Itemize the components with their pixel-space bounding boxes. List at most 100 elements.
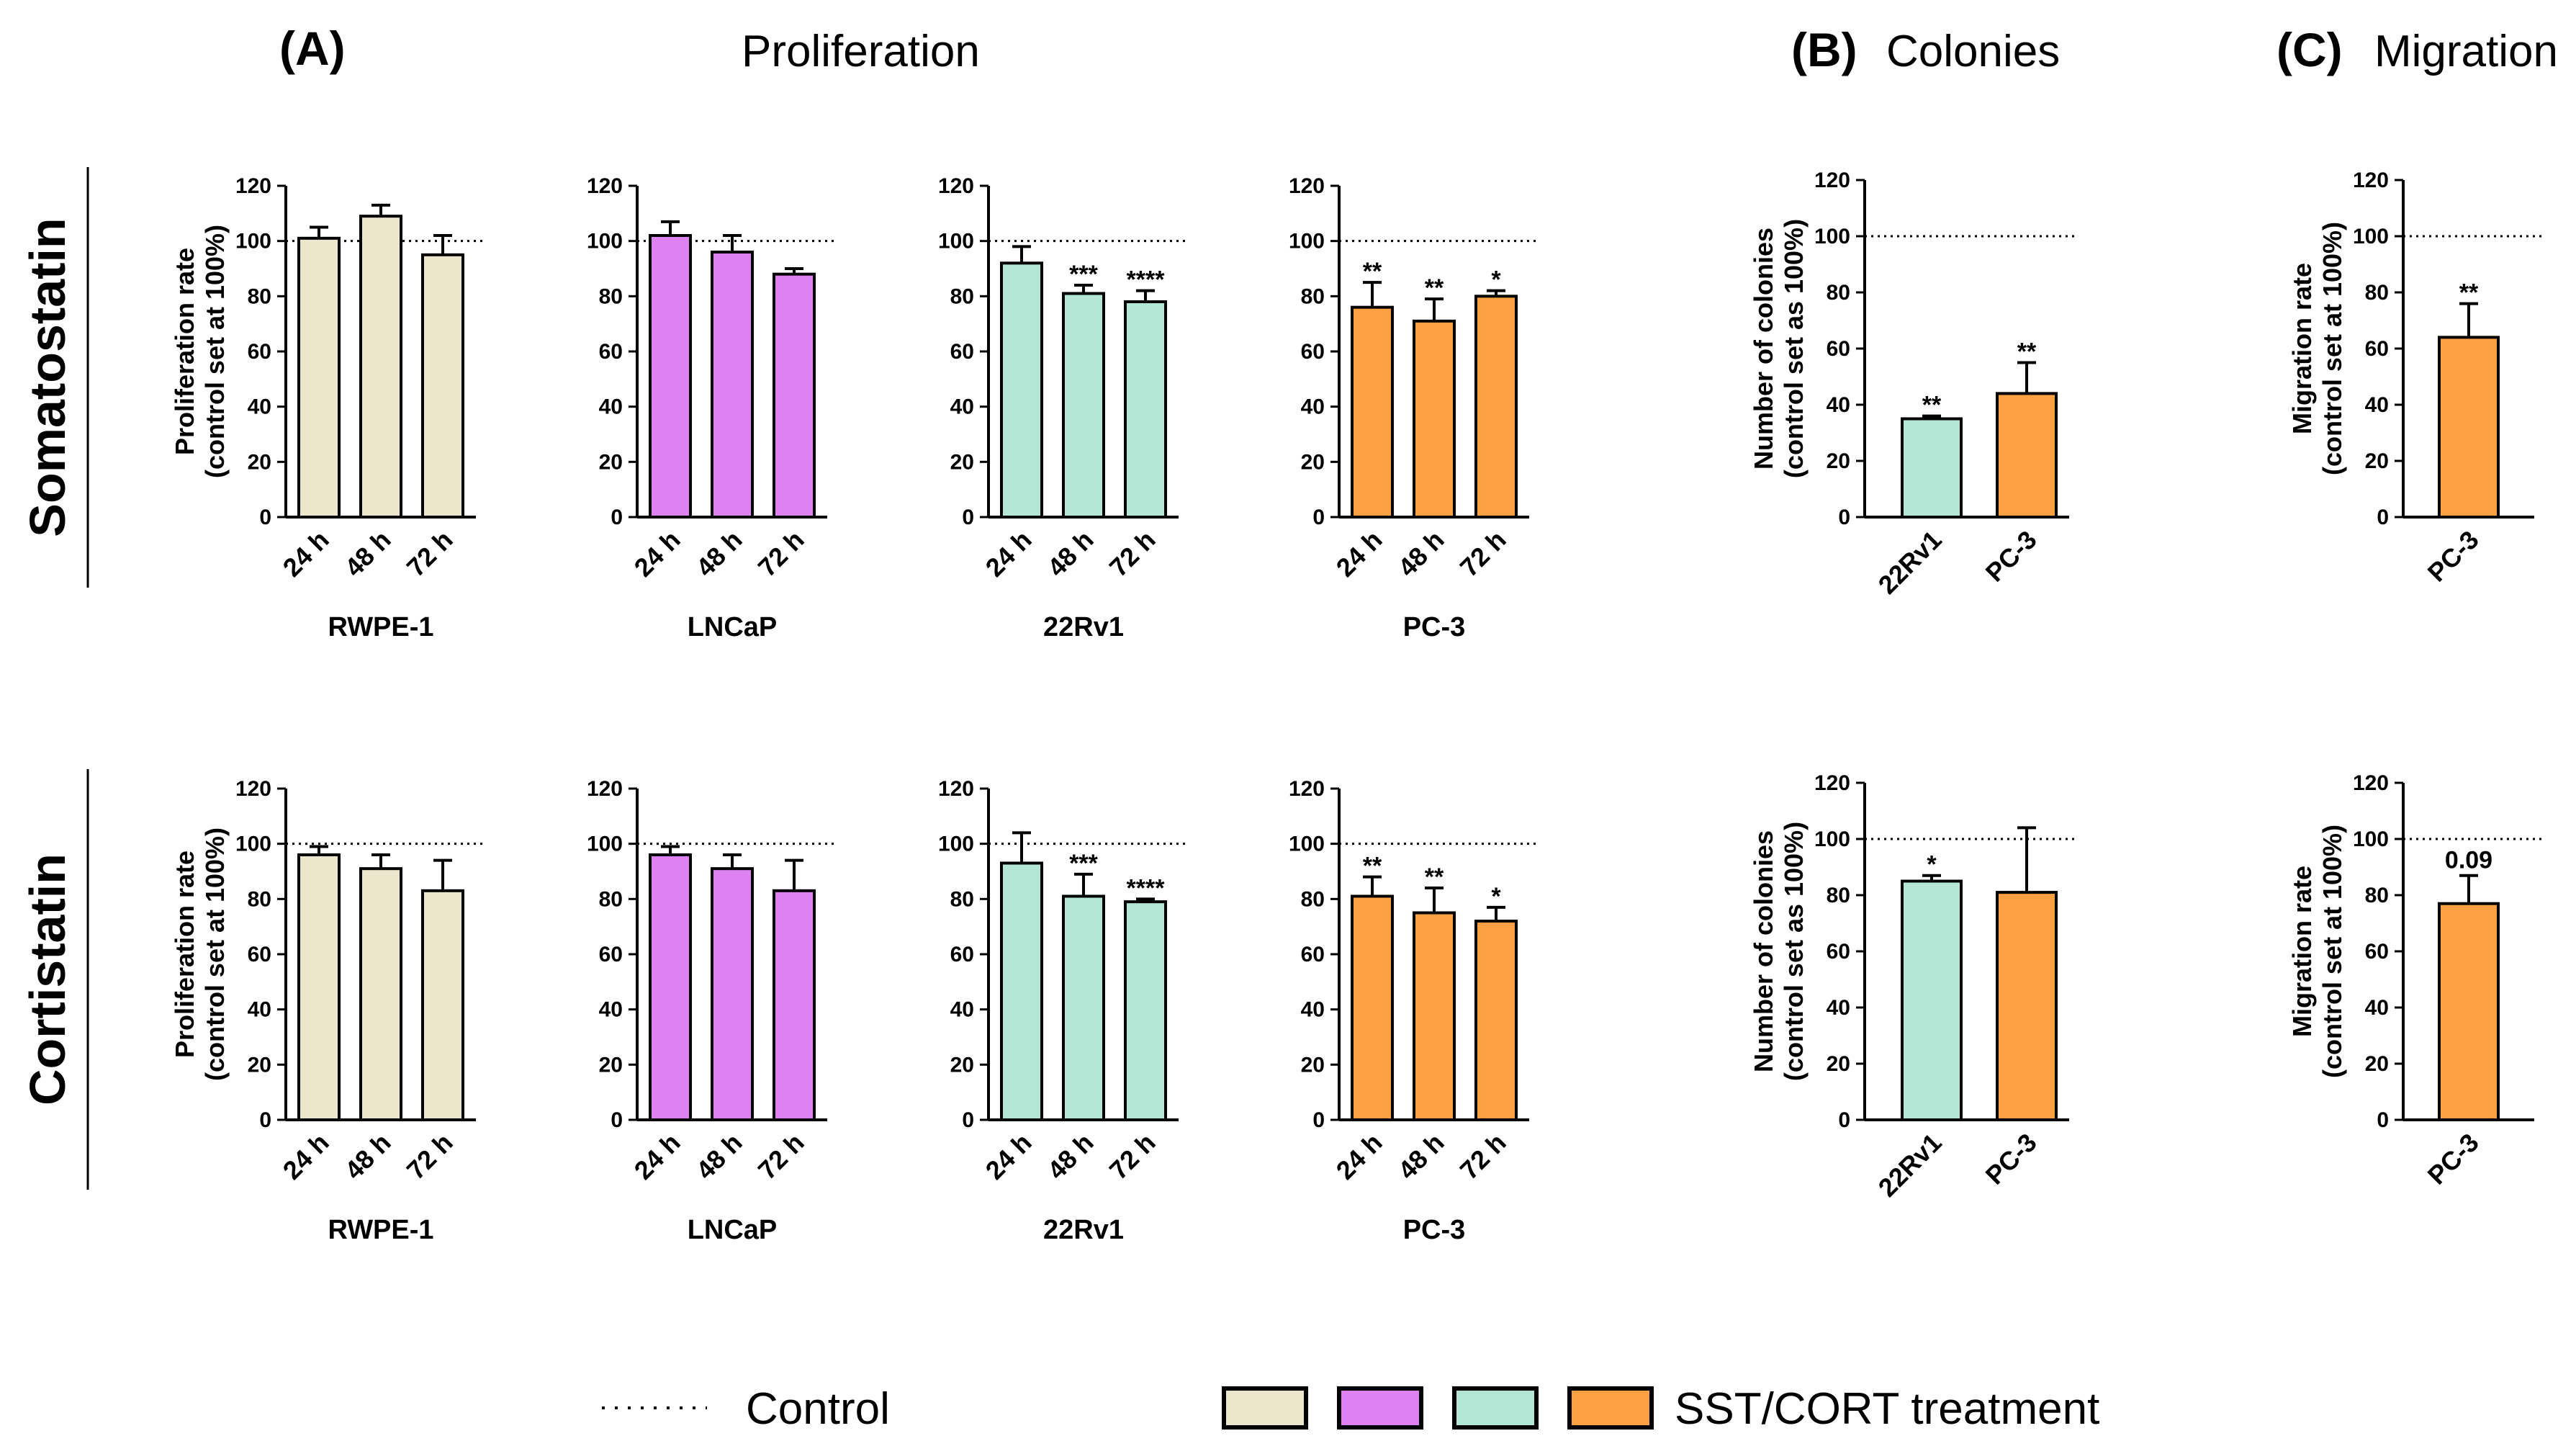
- significance-label: **: [2459, 279, 2479, 307]
- y-tick-label: 100: [587, 230, 623, 253]
- bar-72-h: [1474, 295, 1518, 519]
- y-tick-label: 60: [599, 943, 623, 966]
- x-tick-label: 72 h: [1104, 1128, 1161, 1185]
- significance-label: **: [1363, 853, 1382, 880]
- y-tick-label: 20: [248, 450, 271, 474]
- y-axis-label: (control set as 100%): [1779, 822, 1809, 1081]
- bar-24-h: [297, 853, 341, 1121]
- bar-72-h: [421, 889, 464, 1122]
- y-tick-label: 40: [248, 998, 271, 1022]
- bar-pc-3: [1996, 392, 2058, 519]
- legend-control-label: Control: [746, 1384, 890, 1434]
- significance-label: **: [1425, 863, 1444, 891]
- bar-48-h: [1413, 911, 1456, 1121]
- y-tick-label: 60: [248, 340, 271, 364]
- y-tick-label: 100: [587, 833, 623, 856]
- y-tick-label: 120: [1289, 777, 1325, 801]
- y-tick-label: 40: [599, 998, 623, 1022]
- panel-b-title: Colonies: [1886, 27, 2060, 76]
- y-tick-label: 80: [248, 284, 271, 308]
- y-tick-label: 40: [1301, 998, 1325, 1022]
- y-tick-label: 40: [2365, 996, 2389, 1020]
- x-tick-label: 72 h: [1454, 525, 1512, 583]
- x-tick-label: 48 h: [690, 1128, 748, 1185]
- bar-24-h: [1000, 261, 1043, 519]
- bar-22rv1: [1901, 417, 1963, 519]
- y-axis-label: Migration rate: [2287, 866, 2317, 1037]
- chart-A-sst-pc3: 0 20 40 60 80 100 120 ** 24 h ** 48 h * 72 h PC-3: [1289, 174, 1536, 642]
- y-tick-label: 100: [1814, 225, 1850, 248]
- y-tick-label: 40: [599, 395, 623, 419]
- cell-line-label: LNCaP: [688, 1215, 778, 1245]
- y-tick-label: 0: [962, 1108, 974, 1132]
- y-tick-label: 100: [2353, 827, 2389, 851]
- x-tick-label: 48 h: [339, 525, 397, 583]
- y-tick-label: 0: [1838, 506, 1850, 529]
- y-tick-label: 60: [2365, 337, 2389, 361]
- chart-A-cort-22rv1: 0 20 40 60 80 100 120 24 h *** 48 h **** 72 h 22Rv1: [938, 777, 1186, 1245]
- significance-label: ****: [1127, 266, 1166, 294]
- bar-22rv1: [1901, 879, 1963, 1121]
- cell-line-label: RWPE-1: [328, 1215, 433, 1245]
- y-tick-label: 80: [1301, 887, 1325, 911]
- cell-line-label: PC-3: [1403, 612, 1466, 642]
- x-tick-label: 24 h: [629, 525, 686, 583]
- y-tick-label: 20: [2365, 449, 2389, 473]
- y-tick-label: 80: [248, 887, 271, 911]
- y-axis-label: (control set at 100%): [200, 225, 230, 478]
- x-tick-label: 24 h: [277, 1128, 335, 1185]
- legend: Control SST/CORT treatment: [602, 1384, 2099, 1434]
- legend-swatch-lncap: [1337, 1386, 1423, 1430]
- y-tick-label: 100: [1289, 833, 1325, 856]
- y-tick-label: 20: [1827, 1052, 1850, 1076]
- significance-label: *: [1491, 266, 1501, 294]
- x-tick-label: 24 h: [980, 525, 1037, 583]
- bar-48-h: [711, 251, 754, 519]
- y-tick-label: 20: [2365, 1052, 2389, 1076]
- bar-pc-3: [2438, 902, 2500, 1121]
- bar-24-h: [1351, 894, 1394, 1121]
- bar-72-h: [1124, 900, 1167, 1121]
- y-tick-label: 100: [235, 230, 271, 253]
- y-tick-label: 60: [950, 943, 974, 966]
- y-tick-label: 60: [950, 340, 974, 364]
- y-tick-label: 0: [1312, 1108, 1325, 1132]
- y-tick-label: 40: [1827, 393, 1850, 417]
- significance-label: **: [1363, 258, 1382, 285]
- bar-48-h: [1062, 292, 1105, 519]
- y-tick-label: 100: [1814, 827, 1850, 851]
- y-tick-label: 60: [1827, 337, 1850, 361]
- y-tick-label: 80: [1301, 284, 1325, 308]
- chart-A-cort-lncap: 0 20 40 60 80 100 120 24 h 48 h 72 h LNCaP: [587, 777, 834, 1245]
- y-tick-label: 100: [938, 230, 974, 253]
- cell-line-label: 22Rv1: [1043, 612, 1124, 642]
- y-axis-label: (control set at 100%): [200, 827, 230, 1081]
- bar-48-h: [359, 867, 402, 1121]
- y-tick-label: 20: [950, 1053, 974, 1077]
- significance-label: ***: [1069, 850, 1098, 877]
- bar-pc-3: [2438, 336, 2500, 519]
- y-axis-label: (control set as 100%): [1779, 219, 1809, 478]
- y-tick-label: 120: [1289, 174, 1325, 198]
- y-tick-label: 120: [938, 777, 974, 801]
- y-tick-label: 60: [2365, 940, 2389, 964]
- y-tick-label: 120: [1814, 771, 1850, 795]
- y-axis-label: Number of colonies: [1749, 228, 1778, 470]
- x-tick-label: PC-3: [2422, 1128, 2485, 1190]
- x-tick-label: 48 h: [1042, 525, 1099, 583]
- x-tick-label: 48 h: [690, 525, 748, 583]
- x-tick-label: 24 h: [980, 1128, 1037, 1185]
- y-tick-label: 100: [938, 833, 974, 856]
- y-tick-label: 120: [2353, 771, 2389, 795]
- x-tick-label: 24 h: [629, 1128, 686, 1185]
- x-tick-label: PC-3: [1980, 525, 2043, 588]
- significance-label: *: [1927, 851, 1937, 879]
- x-tick-label: 22Rv1: [1873, 525, 1947, 600]
- panel-c-letter: (C): [2276, 23, 2343, 76]
- bar-48-h: [1413, 319, 1456, 519]
- cell-line-label: LNCaP: [688, 612, 778, 642]
- bar-72-h: [773, 889, 816, 1122]
- legend-treatment-label: SST/CORT treatment: [1675, 1384, 2099, 1434]
